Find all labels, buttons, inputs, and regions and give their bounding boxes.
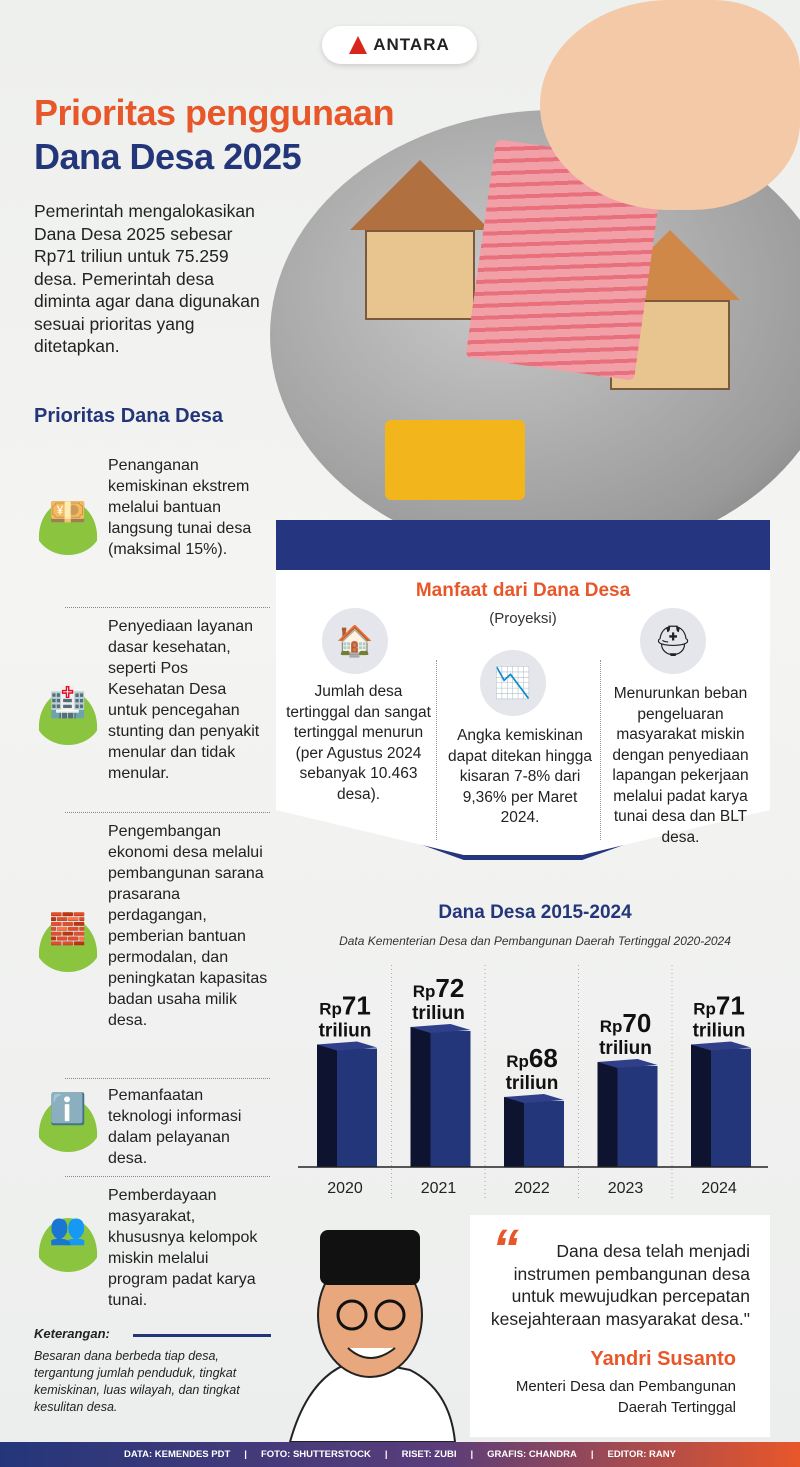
data-label-unit: triliun [599,1038,652,1059]
priority-item: Penanganan kemiskinan ekstrem melalui ba… [108,457,252,558]
benefit-item: Jumlah desa tertinggal dan sangat tertin… [286,683,431,803]
benefit-item: Angka kemiskinan dapat ditekan hingga ki… [448,727,592,826]
people-icon: 👥 [34,1212,102,1272]
health-post-icon: 🏥 [34,685,102,745]
cash-stack-icon: 💴 [34,495,102,555]
separator: | [384,1449,388,1460]
x-tick-label: 2021 [421,1180,457,1197]
data-label-value: Rp68 [506,1043,558,1073]
priority-item: Pengembangan ekonomi desa melalui pemban… [108,823,268,1029]
divider [65,607,270,608]
bar-top [410,1024,471,1033]
credit-research: RISET: ZUBI [401,1449,457,1460]
data-label-value: Rp71 [319,991,371,1021]
note-text: Besaran dana berbeda tiap desa, tergantu… [34,1349,240,1414]
hard-hat-icon: ⛑ [640,608,706,674]
bar-side [317,1044,337,1167]
intro-text: Pemerintah mengalokasikan Dana Desa 2025… [34,201,260,356]
quote-mark-icon: “ [492,1219,519,1279]
benefits-subtitle: (Proyeksi) [489,610,557,627]
separator: | [470,1449,474,1460]
x-tick-label: 2020 [327,1180,363,1197]
bar-top [597,1059,658,1068]
bar [617,1066,658,1167]
quote-author: Yandri Susanto [590,1348,736,1370]
house-illustration [350,160,490,320]
data-label-value: Rp70 [600,1008,652,1038]
credit-graphics: GRAFIS: CHANDRA [487,1449,577,1460]
page-title-line2: Dana Desa 2025 [34,136,302,177]
priority-item: Penyediaan layanan dasar kesehatan, sepe… [108,618,260,782]
credit-photo: FOTO: SHUTTERSTOCK [260,1449,371,1460]
bar [337,1048,377,1167]
priority-item: Pemberdayaan masyarakat, khususnya kelom… [108,1187,258,1309]
minister-portrait [288,1230,457,1442]
data-label-value: Rp72 [413,973,465,1003]
data-label-value: Rp71 [693,991,745,1021]
divider [600,660,601,840]
antara-logo: ANTARA [322,26,477,64]
x-tick-label: 2022 [514,1180,550,1197]
brick-wall-icon: 🧱 [34,912,102,972]
credit-editor: EDITOR: RANY [607,1449,676,1460]
data-label-unit: triliun [319,1021,372,1042]
priority-item: Pemanfaatan teknologi informasi dalam pe… [108,1087,242,1167]
bar-side [504,1097,524,1167]
note-line [133,1334,271,1337]
benefits-title: Manfaat dari Dana Desa [415,580,631,601]
credit-data: DATA: KEMENDES PDT [124,1449,231,1460]
separator: | [244,1449,247,1460]
divider [65,1176,270,1177]
house-icon: 🏠 [322,608,388,674]
credits-footer: DATA: KEMENDES PDT | FOTO: SHUTTERSTOCK | … [0,1442,800,1467]
x-tick-label: 2023 [608,1180,644,1197]
chart-down-icon: 📉 [480,650,546,716]
quote-author-role: Menteri Desa dan Pembangunan Daerah Tert… [515,1378,736,1416]
x-tick-label: 2024 [701,1180,737,1197]
note-label: Keterangan: [34,1326,110,1341]
divider [65,1078,270,1079]
benefit-item: Menurunkan beban pengeluaran masyarakat … [612,685,749,846]
bar-side [597,1062,618,1167]
bar [524,1101,564,1167]
truck-illustration [385,420,525,500]
logo-text: ANTARA [373,35,450,54]
divider [65,812,270,813]
bar-top [691,1041,751,1051]
bar-side [691,1044,711,1167]
hand-illustration [540,0,800,210]
chart-title: Dana Desa 2015-2024 [438,902,632,923]
info-icon: ℹ️ [34,1092,102,1152]
chart-subtitle: Data Kementerian Desa dan Pembangunan Da… [339,934,731,948]
divider [436,660,437,840]
quote-text: Dana desa telah menjadi instrumen pemban… [490,1241,750,1329]
data-label-unit: triliun [506,1073,559,1094]
antara-logo-mark-icon [349,36,368,54]
page-title-line1: Prioritas penggunaan [34,92,395,133]
bar-top [504,1094,564,1103]
bar [711,1048,751,1167]
quote-card [470,1215,770,1437]
bar-chart: Rp71triliun2020Rp72triliun2021Rp68triliu… [298,965,768,1200]
bar-top [317,1041,377,1051]
bar [430,1031,471,1167]
bar-side [410,1027,431,1167]
priorities-title: Prioritas Dana Desa [34,405,223,427]
data-label-unit: triliun [412,1003,465,1024]
separator: | [590,1449,594,1460]
data-label-unit: triliun [693,1021,746,1042]
